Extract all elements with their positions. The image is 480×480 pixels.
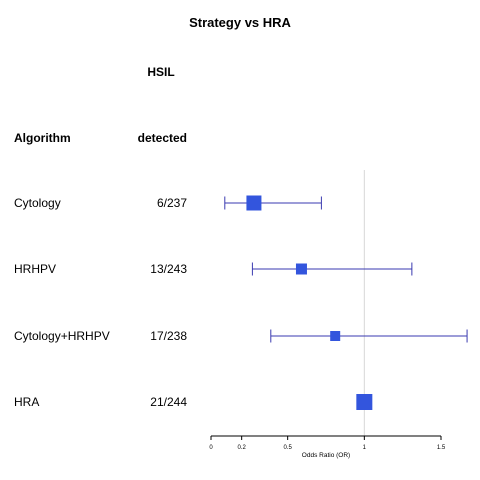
header-algorithm: Algorithm <box>14 131 71 145</box>
x-axis: 0 0.2 0.5 1 1.5 Odds Ratio (OR) <box>209 435 446 459</box>
row-count: 13/243 <box>150 262 187 276</box>
x-tick-label: 1 <box>363 445 367 451</box>
x-tick-label: 0.2 <box>237 445 246 451</box>
row-label: Cytology+HRHPV <box>14 329 110 343</box>
row-label: HRHPV <box>14 262 56 276</box>
row-label: Cytology <box>14 196 61 210</box>
or-marker <box>330 331 341 341</box>
or-marker <box>246 195 262 211</box>
header-hsil: HSIL <box>147 65 174 79</box>
or-marker <box>356 394 373 410</box>
row-count: 17/238 <box>150 329 187 343</box>
row-count: 21/244 <box>150 395 187 409</box>
chart-title: Strategy vs HRA <box>189 15 291 30</box>
row-count: 6/237 <box>157 196 187 210</box>
header-detected: detected <box>138 131 187 145</box>
row-label: HRA <box>14 395 39 409</box>
forest-rows: Cytology 6/237 HRHPV 13/243 Cytology+HRHPV 17… <box>14 170 468 436</box>
x-tick-label: 1.5 <box>437 445 446 451</box>
x-axis-label: Odds Ratio (OR) <box>302 452 350 459</box>
x-tick-label: 0 <box>209 445 213 451</box>
or-marker <box>295 263 307 275</box>
x-tick-label: 0.5 <box>283 445 292 451</box>
